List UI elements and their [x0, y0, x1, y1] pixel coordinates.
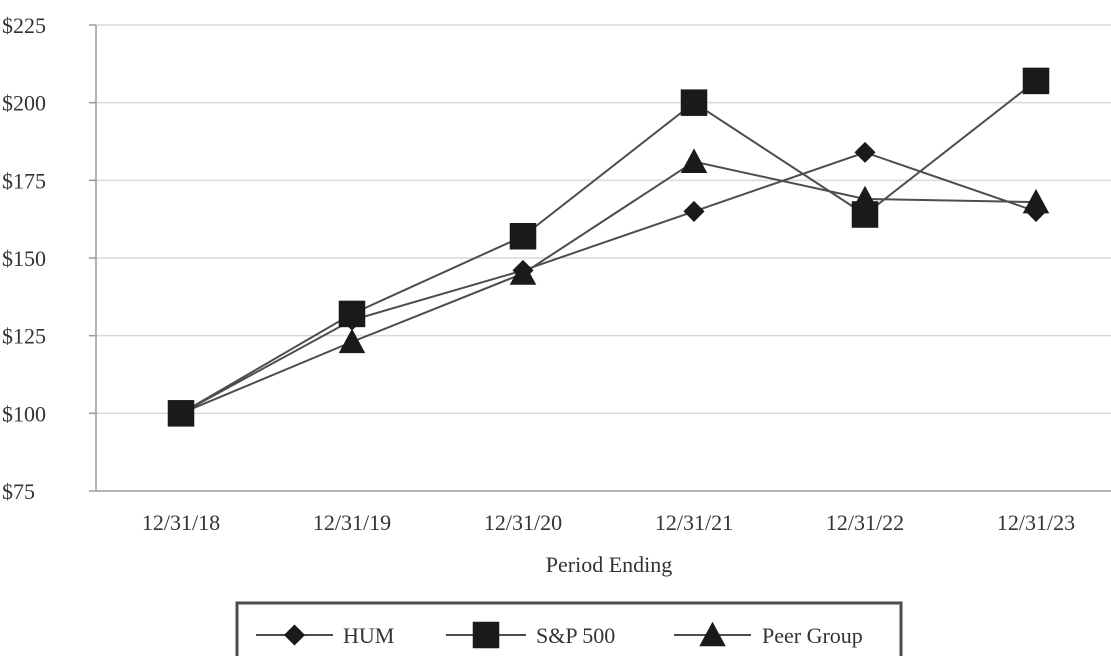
legend-box	[235, 601, 903, 656]
y-tick-label: $200	[2, 91, 46, 116]
legend-marker	[699, 621, 726, 647]
series-line	[180, 160, 1037, 415]
x-tick-label: 12/31/23	[997, 510, 1075, 535]
tick-labels: $75 $100 $125 $150 $175 $200 $225 12/31/18 12/31…	[2, 13, 1075, 535]
data-point	[509, 260, 537, 285]
axes	[89, 24, 1111, 492]
data-point	[683, 200, 705, 222]
x-axis-title: Period Ending	[546, 552, 673, 577]
data-point	[1022, 67, 1050, 95]
legend-marker	[472, 621, 500, 649]
y-tick-label: $175	[2, 168, 46, 193]
series-layer	[167, 67, 1050, 427]
data-point	[1022, 188, 1050, 214]
y-tick-label: $225	[2, 13, 46, 38]
series-line	[180, 151, 1037, 415]
legend-label: Peer Group	[762, 623, 863, 648]
y-tick-label: $100	[2, 401, 46, 426]
x-tick-label: 12/31/20	[484, 510, 562, 535]
y-tick-label: $125	[2, 324, 46, 349]
data-point	[338, 328, 366, 354]
data-point	[509, 222, 537, 250]
x-tick-label: 12/31/22	[826, 510, 904, 535]
legend-label: HUM	[343, 623, 394, 648]
y-tick-label: $150	[2, 246, 46, 271]
x-tick-label: 12/31/21	[655, 510, 733, 535]
gridlines	[96, 24, 1111, 415]
y-tick-label: $75	[2, 479, 35, 504]
series-line	[180, 80, 1037, 415]
data-point	[167, 400, 195, 425]
legend: HUM S&P 500 Peer Group	[235, 601, 903, 656]
data-point	[851, 185, 879, 211]
x-tick-label: 12/31/19	[313, 510, 391, 535]
data-point	[854, 141, 876, 163]
data-point	[338, 300, 366, 328]
legend-marker	[283, 624, 306, 646]
data-point	[680, 148, 708, 173]
x-tick-label: 12/31/18	[142, 510, 220, 535]
legend-label: S&P 500	[536, 623, 615, 648]
data-point	[680, 89, 708, 116]
